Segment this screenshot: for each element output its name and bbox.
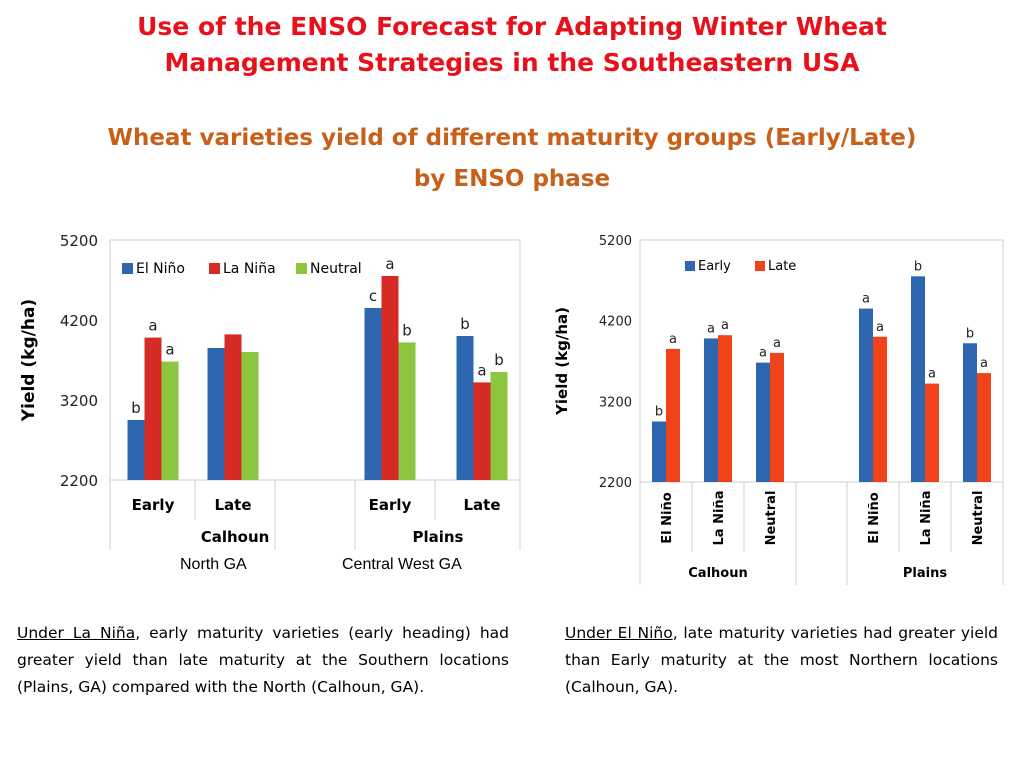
legend-label: La Niña xyxy=(223,261,276,277)
data-label: a xyxy=(385,255,394,273)
legend-label: El Niño xyxy=(136,261,185,277)
category-label: Neutral xyxy=(764,491,779,546)
note-el-nino-phase: Under El Niño xyxy=(565,624,673,642)
bar-neutral-2 xyxy=(398,342,416,480)
y-tick-label: 3200 xyxy=(60,392,98,410)
bar-elnio-3 xyxy=(456,336,474,480)
bar-elnio-2 xyxy=(364,308,382,480)
bar-elnio-1 xyxy=(207,348,225,480)
bar-early-0 xyxy=(652,421,666,482)
bar-early-3 xyxy=(859,308,873,482)
category-label: El Niño xyxy=(660,492,675,543)
y-tick-label: 4200 xyxy=(60,312,98,330)
data-label: b xyxy=(494,351,504,369)
note-la-nina-phase: Under La Niña xyxy=(17,624,136,642)
data-label: a xyxy=(876,320,884,335)
data-label: a xyxy=(928,367,936,382)
legend-swatch xyxy=(296,263,307,274)
data-label: a xyxy=(477,361,486,379)
data-label: a xyxy=(165,341,174,359)
bar-late-0 xyxy=(666,348,680,482)
legend-label: Early xyxy=(698,259,731,274)
bar-neutral-1 xyxy=(241,352,259,480)
region-label-central-west-ga: Central West GA xyxy=(342,556,462,573)
note-el-nino: Under El Niño, late maturity varieties h… xyxy=(565,620,998,701)
y-tick-label: 5200 xyxy=(599,234,632,249)
bar-lania-1 xyxy=(224,334,242,480)
category-label: La Niña xyxy=(919,491,934,546)
y-axis-title: Yield (kg/ha) xyxy=(19,299,39,422)
y-tick-label: 2200 xyxy=(60,472,98,490)
bar-late-4 xyxy=(925,383,939,482)
group-label-calhoun: Calhoun xyxy=(688,566,747,581)
bar-neutral-3 xyxy=(490,372,508,480)
note-la-nina: Under La Niña, early maturity varieties … xyxy=(17,620,509,701)
legend-label: Late xyxy=(768,259,796,274)
legend-swatch xyxy=(755,261,765,271)
title-line-2: Management Strategies in the Southeaster… xyxy=(164,48,860,77)
data-label: a xyxy=(980,356,988,371)
bar-late-2 xyxy=(770,352,784,482)
bar-early-5 xyxy=(963,343,977,482)
data-label: b xyxy=(966,326,974,341)
data-label: b xyxy=(914,259,922,274)
category-label: El Niño xyxy=(867,492,882,543)
data-label: a xyxy=(707,321,715,336)
bar-early-4 xyxy=(911,276,925,482)
data-label: b xyxy=(402,321,412,339)
bar-elnio-0 xyxy=(127,420,145,480)
data-label: c xyxy=(369,287,377,305)
data-label: a xyxy=(148,317,157,335)
legend-swatch xyxy=(122,263,133,274)
y-tick-label: 4200 xyxy=(599,315,632,330)
bar-lania-0 xyxy=(144,337,162,480)
region-label-north-ga: North GA xyxy=(180,556,247,573)
bar-late-1 xyxy=(718,335,732,482)
bar-early-2 xyxy=(756,362,770,482)
y-tick-label: 5200 xyxy=(60,232,98,250)
category-label: Late xyxy=(214,496,251,514)
category-label: Early xyxy=(369,496,412,514)
legend-swatch xyxy=(685,261,695,271)
legend-label: Neutral xyxy=(310,261,362,277)
category-label: Late xyxy=(463,496,500,514)
data-label: a xyxy=(862,292,870,307)
subtitle-line-1: Wheat varieties yield of different matur… xyxy=(107,125,917,151)
subtitle-line-2: by ENSO phase xyxy=(413,166,611,192)
y-tick-label: 3200 xyxy=(599,395,632,410)
data-label: b xyxy=(460,315,470,333)
bar-neutral-0 xyxy=(161,361,179,480)
y-tick-label: 2200 xyxy=(599,476,632,491)
note-el-nino-text: , late maturity varieties had greater yi… xyxy=(565,624,998,696)
y-axis-title: Yield (kg/ha) xyxy=(553,307,571,416)
data-label: b xyxy=(655,405,663,420)
legend: El Niño La Niña Neutral xyxy=(122,261,362,277)
bar-lania-2 xyxy=(381,276,399,480)
bar-early-1 xyxy=(704,338,718,482)
data-label: a xyxy=(669,332,677,347)
category-label: La Niña xyxy=(712,491,727,546)
data-label: b xyxy=(131,399,141,417)
data-label: a xyxy=(773,336,781,351)
category-label: Neutral xyxy=(971,491,986,546)
data-label: a xyxy=(721,318,729,333)
category-label: Early xyxy=(132,496,175,514)
bar-lania-3 xyxy=(473,382,491,480)
legend-swatch xyxy=(209,263,220,274)
bar-late-3 xyxy=(873,336,887,482)
group-label-calhoun: Calhoun xyxy=(201,528,270,546)
legend: Early Late xyxy=(685,259,796,274)
data-label: a xyxy=(759,346,767,361)
group-label-plains: Plains xyxy=(903,566,947,581)
bar-late-5 xyxy=(977,373,991,482)
group-label-plains: Plains xyxy=(412,528,463,546)
title-line-1: Use of the ENSO Forecast for Adapting Wi… xyxy=(137,12,887,41)
note-la-nina-text: , early maturity varieties (early headin… xyxy=(17,624,509,696)
